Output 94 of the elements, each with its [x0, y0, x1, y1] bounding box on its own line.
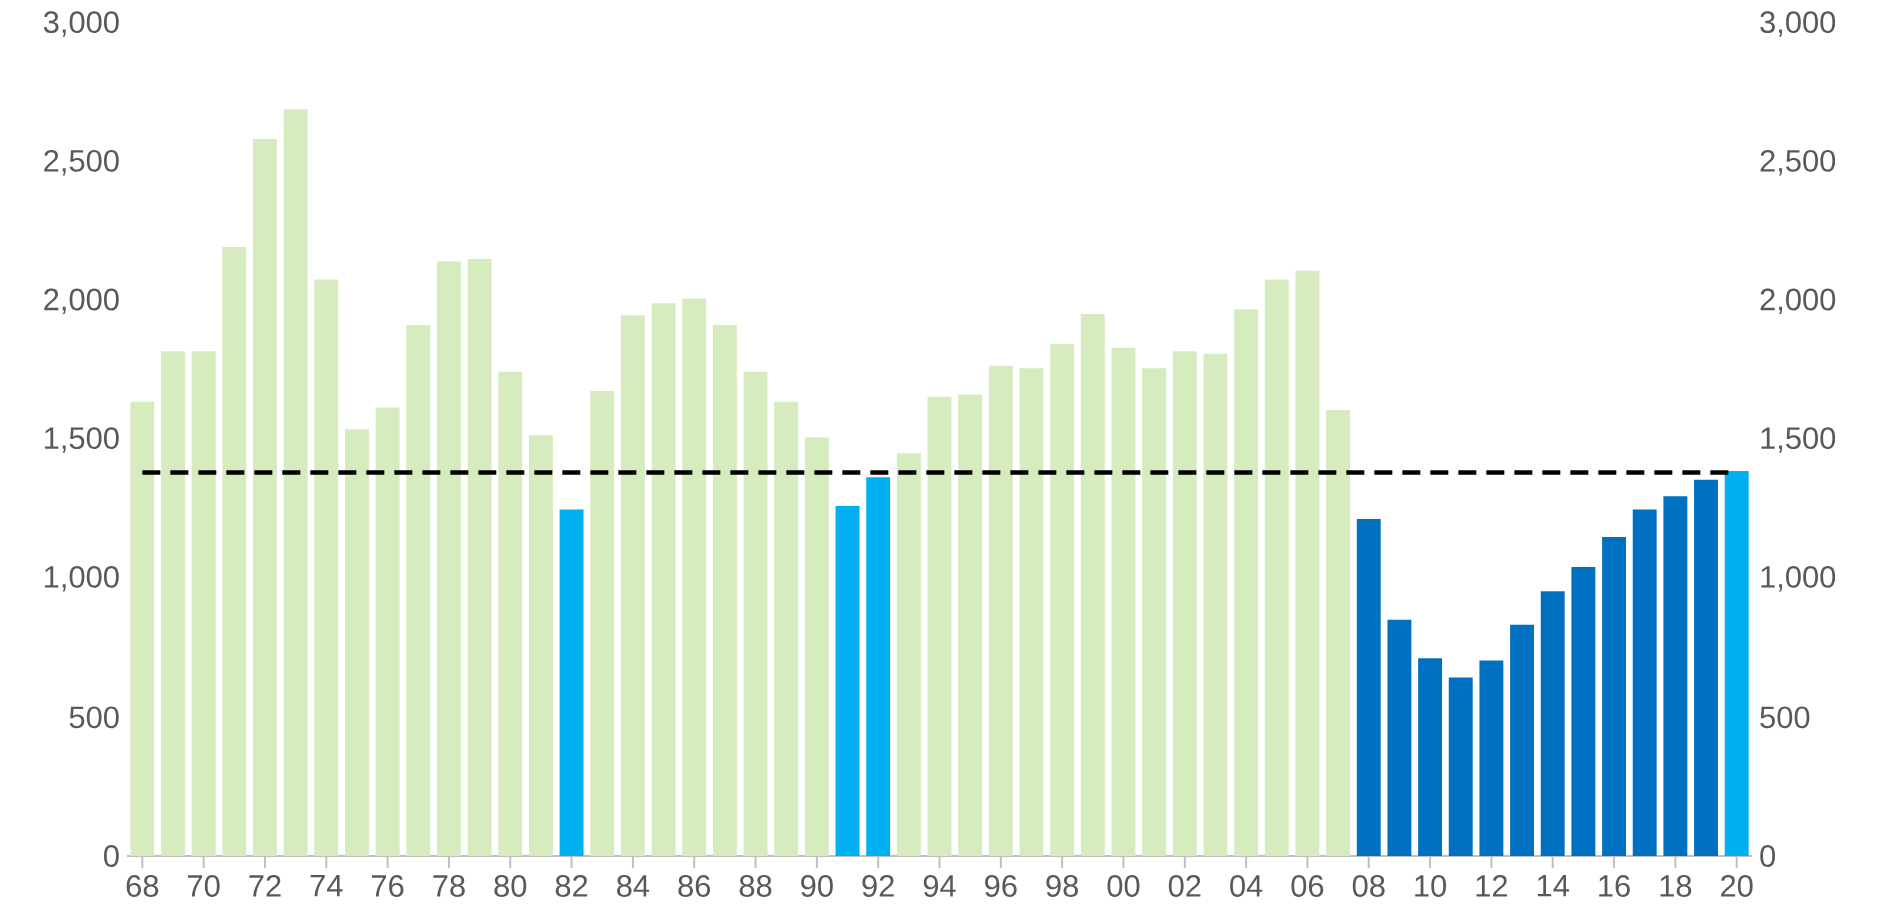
bar [1264, 279, 1289, 856]
bar [896, 453, 921, 856]
bar [130, 401, 155, 856]
bar [1234, 309, 1259, 856]
bar [590, 390, 615, 856]
bar [1387, 619, 1412, 856]
x-tick-label: 92 [862, 875, 894, 897]
y2-tick-label: 1,000 [1761, 565, 1836, 592]
x-tick-label: 68 [126, 875, 159, 897]
bar [1326, 410, 1351, 856]
y-tick-label: 2,000 [44, 288, 119, 315]
y2-tick-label: 0 [1760, 845, 1776, 867]
bar [436, 261, 461, 856]
bar [1080, 314, 1105, 856]
x-tick-label: 94 [923, 875, 956, 897]
x-tick-label: 00 [1107, 875, 1140, 897]
x-tick-label: 70 [188, 875, 220, 897]
bar [712, 324, 737, 856]
bar [1510, 624, 1535, 856]
bar [866, 477, 891, 856]
y2-tick-label: 2,000 [1760, 288, 1836, 315]
x-tick-label: 16 [1599, 875, 1630, 897]
y-tick-label: 1,500 [45, 427, 119, 453]
y2-tick-label: 500 [1760, 706, 1810, 729]
bar [927, 396, 952, 856]
bar [222, 246, 247, 856]
y-tick-label: 500 [69, 706, 119, 729]
x-tick-label: 80 [494, 875, 527, 897]
y2-tick-label: 2,500 [1760, 149, 1836, 176]
bar [406, 324, 431, 856]
x-tick-label: 14 [1537, 875, 1569, 897]
y2-tick-label: 3,000 [1760, 11, 1836, 37]
bar [314, 279, 339, 856]
x-tick-label: 20 [1721, 875, 1753, 897]
bar [191, 351, 216, 856]
x-tick-label: 02 [1168, 875, 1201, 897]
bar [835, 506, 860, 856]
x-tick-label: 74 [310, 875, 343, 897]
bar [1356, 519, 1381, 856]
bar [345, 429, 369, 856]
x-tick-label: 72 [249, 875, 281, 897]
x-tick-label: 96 [985, 875, 1017, 897]
x-tick-label: 76 [372, 875, 404, 897]
bar [1479, 660, 1504, 856]
bar [1571, 567, 1596, 856]
bar [988, 365, 1013, 856]
bar [1724, 471, 1749, 856]
bar [1602, 537, 1626, 856]
bar [161, 351, 185, 856]
x-tick-label: 78 [433, 875, 465, 897]
x-tick-label: 88 [739, 875, 772, 897]
bar [1172, 351, 1197, 856]
bar [804, 437, 829, 856]
bar [1694, 479, 1718, 856]
y-tick-label: 0 [104, 845, 119, 867]
bar [743, 371, 768, 856]
x-tick-label: 84 [617, 875, 650, 897]
bar [1142, 368, 1167, 856]
bar [1418, 658, 1443, 856]
bar [1448, 677, 1473, 856]
x-tick-label: 90 [801, 875, 833, 897]
x-tick-label: 08 [1352, 875, 1385, 897]
bar [559, 509, 584, 856]
bar [1540, 591, 1565, 856]
x-tick-label: 98 [1046, 875, 1078, 897]
bar [958, 394, 983, 856]
x-tick-label: 10 [1415, 875, 1447, 897]
y-tick-label: 2,500 [44, 149, 119, 176]
bar [253, 139, 277, 856]
x-tick-label: 18 [1660, 875, 1692, 897]
bar [528, 435, 553, 856]
bar [774, 401, 799, 856]
bar [682, 298, 707, 856]
bar [283, 109, 308, 856]
x-tick-label: 86 [678, 875, 711, 897]
x-tick-label: 12 [1476, 875, 1508, 897]
bar [1050, 344, 1075, 856]
bar [1203, 353, 1228, 856]
y2-tick-label: 1,500 [1761, 427, 1836, 453]
x-tick-label: 06 [1291, 875, 1324, 897]
bar [467, 258, 492, 856]
bar [1632, 509, 1657, 856]
x-tick-label: 04 [1230, 875, 1263, 897]
bar [1111, 347, 1136, 856]
y-tick-label: 1,000 [45, 565, 119, 592]
bar [651, 303, 676, 856]
bar [498, 371, 523, 856]
bar [1663, 496, 1688, 856]
bar [620, 315, 645, 856]
x-tick-label: 82 [555, 875, 588, 897]
bar [1295, 270, 1320, 856]
y-tick-label: 3,000 [43, 11, 119, 37]
bar [1019, 368, 1044, 856]
bar [375, 407, 400, 856]
